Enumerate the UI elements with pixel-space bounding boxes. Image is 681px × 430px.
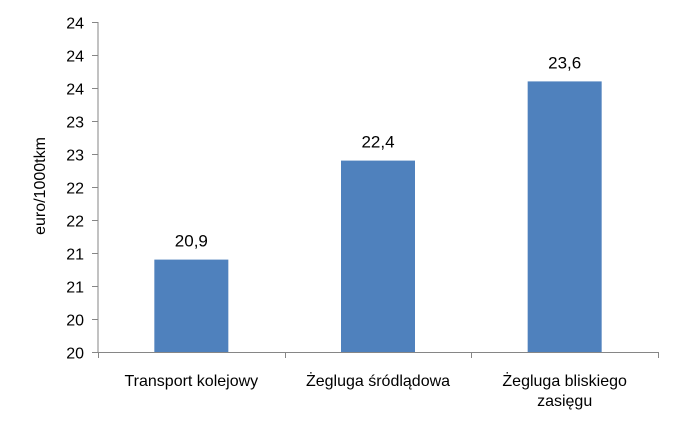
bar [154,259,229,352]
y-tick-label: 24 [66,49,84,66]
y-tick-label: 22 [66,214,84,231]
bar-value-label: 23,6 [548,53,581,72]
y-tick-label: 23 [66,148,84,165]
x-category-label-line: zasięgu [537,393,592,410]
x-axis: Transport kolejowy Żegluga śródlądowa Żegl… [98,352,659,410]
y-tick-label: 21 [66,247,84,264]
bar-value-label: 20,9 [175,232,208,251]
bar-value-label: 22,4 [361,133,394,152]
y-tick-label: 24 [66,16,84,33]
x-category-label: Transport kolejowy [124,373,258,390]
y-axis-title: euro/1000tkm [32,137,49,235]
x-category-label: Żegluga śródlądowa [306,371,450,390]
x-category-label-line: Żegluga bliskiego [502,371,627,390]
y-tick-label: 24 [66,82,84,99]
y-axis: 20 20 21 21 22 22 23 23 24 24 24 [66,16,99,363]
x-category-label-line: Transport kolejowy [124,373,258,390]
y-tick-label: 23 [66,115,84,132]
x-category-label: Żegluga bliskiego zasięgu [502,371,627,410]
bar [527,81,602,353]
bars [154,81,602,353]
bar [341,160,415,352]
data-labels: 20,9 22,4 23,6 [175,53,581,250]
y-tick-label: 20 [66,346,84,363]
y-tick-label: 21 [66,280,84,297]
x-category-label-line: Żegluga śródlądowa [306,371,450,390]
y-tick-label: 20 [66,313,84,330]
y-tick-label: 22 [66,181,84,198]
